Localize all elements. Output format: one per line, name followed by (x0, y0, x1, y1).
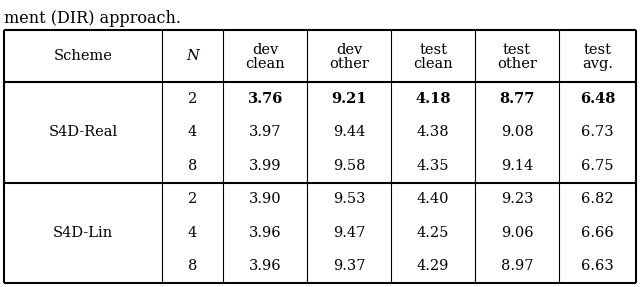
Text: other: other (497, 57, 537, 71)
Text: clean: clean (413, 57, 453, 71)
Text: dev: dev (252, 43, 278, 57)
Text: 2: 2 (188, 192, 197, 206)
Text: 8.97: 8.97 (500, 259, 533, 273)
Text: 6.75: 6.75 (581, 159, 614, 173)
Text: 4.38: 4.38 (417, 125, 449, 139)
Text: ment (DIR) approach.: ment (DIR) approach. (4, 10, 181, 27)
Text: 3.76: 3.76 (248, 92, 283, 106)
Text: 9.06: 9.06 (500, 226, 533, 240)
Text: 4: 4 (188, 226, 197, 240)
Text: S4D-Real: S4D-Real (49, 125, 118, 139)
Text: 4.35: 4.35 (417, 159, 449, 173)
Text: 9.44: 9.44 (333, 125, 365, 139)
Text: test: test (419, 43, 447, 57)
Text: 6.82: 6.82 (581, 192, 614, 206)
Text: 9.37: 9.37 (333, 259, 365, 273)
Text: avg.: avg. (582, 57, 613, 71)
Text: 3.96: 3.96 (249, 259, 282, 273)
Text: 9.14: 9.14 (501, 159, 533, 173)
Text: 8: 8 (188, 159, 197, 173)
Text: test: test (584, 43, 611, 57)
Text: 9.58: 9.58 (333, 159, 365, 173)
Text: 9.21: 9.21 (332, 92, 367, 106)
Text: 9.53: 9.53 (333, 192, 365, 206)
Text: 2: 2 (188, 92, 197, 106)
Text: 4.40: 4.40 (417, 192, 449, 206)
Text: Scheme: Scheme (54, 49, 113, 63)
Text: 6.66: 6.66 (581, 226, 614, 240)
Text: 4.29: 4.29 (417, 259, 449, 273)
Text: 3.96: 3.96 (249, 226, 282, 240)
Text: 9.23: 9.23 (500, 192, 533, 206)
Text: 3.90: 3.90 (249, 192, 282, 206)
Text: 3.99: 3.99 (249, 159, 282, 173)
Text: 4.25: 4.25 (417, 226, 449, 240)
Text: 6.63: 6.63 (581, 259, 614, 273)
Text: dev: dev (336, 43, 362, 57)
Text: 9.08: 9.08 (500, 125, 533, 139)
Text: clean: clean (245, 57, 285, 71)
Text: other: other (329, 57, 369, 71)
Text: N: N (186, 49, 199, 63)
Text: 3.97: 3.97 (249, 125, 282, 139)
Text: 8.77: 8.77 (499, 92, 534, 106)
Text: 8: 8 (188, 259, 197, 273)
Text: 4: 4 (188, 125, 197, 139)
Text: test: test (503, 43, 531, 57)
Text: 4.18: 4.18 (415, 92, 451, 106)
Text: 6.48: 6.48 (580, 92, 615, 106)
Text: 6.73: 6.73 (581, 125, 614, 139)
Text: 9.47: 9.47 (333, 226, 365, 240)
Text: S4D-Lin: S4D-Lin (53, 226, 113, 240)
